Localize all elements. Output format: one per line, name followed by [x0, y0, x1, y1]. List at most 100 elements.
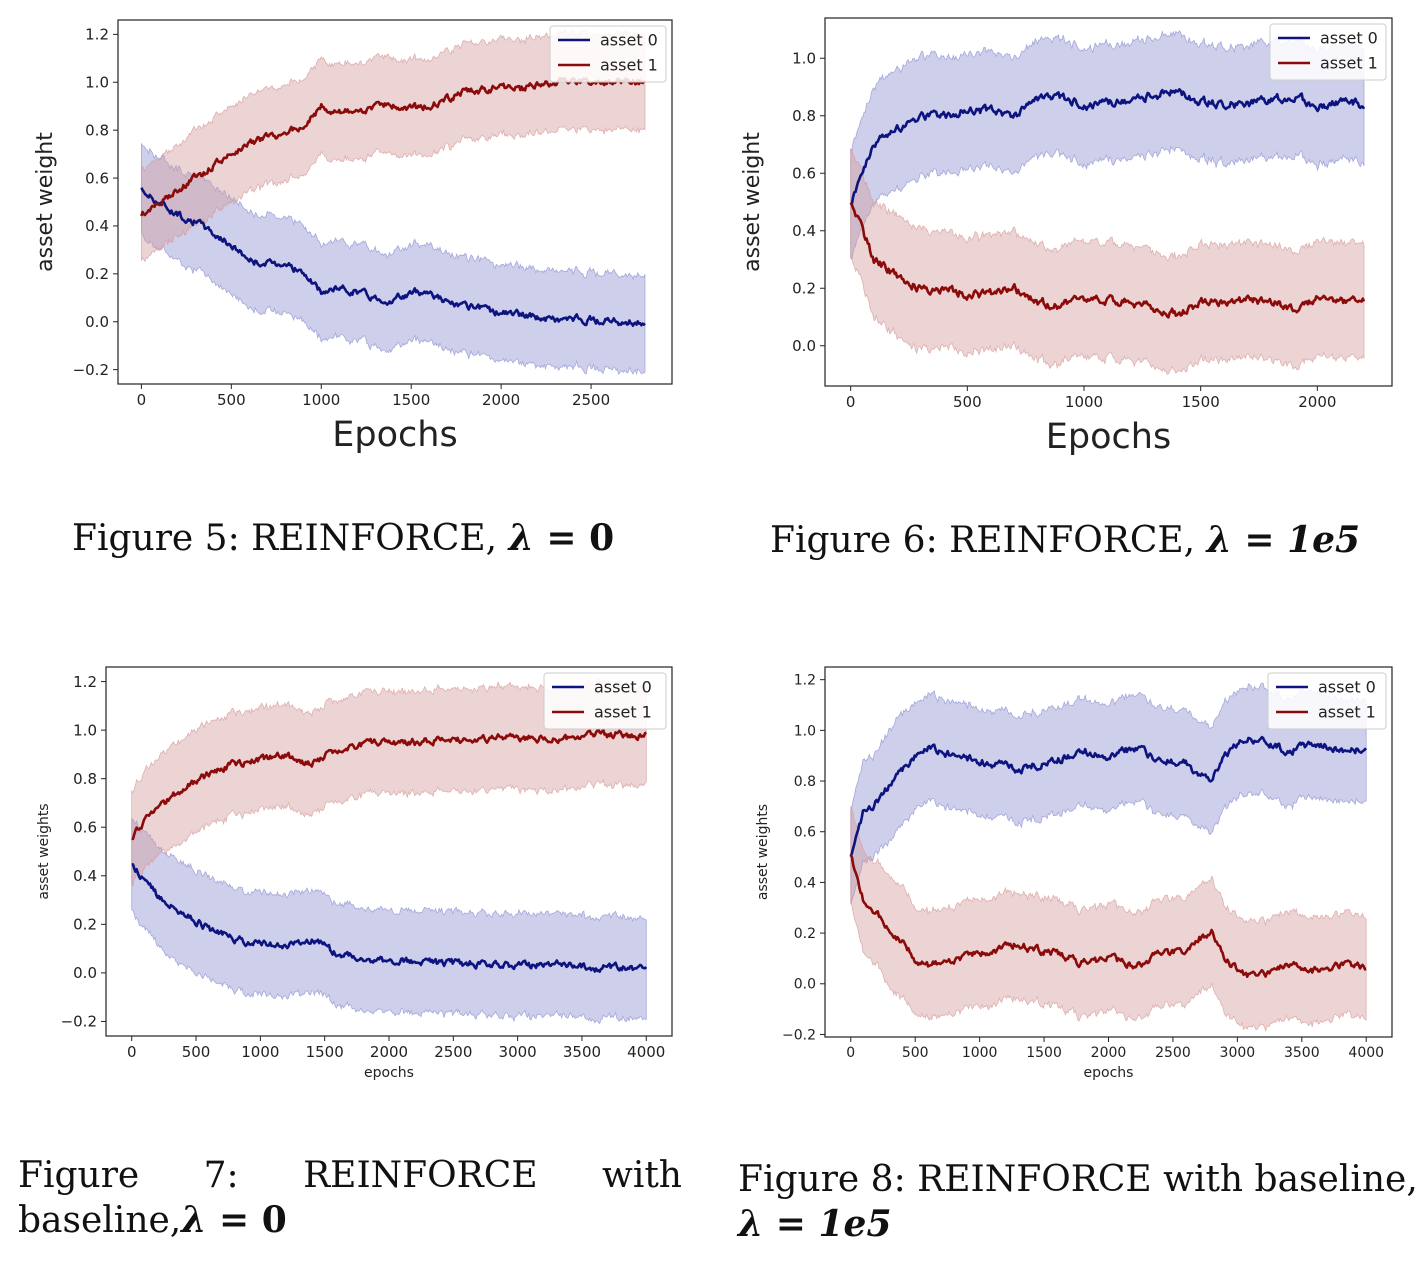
band-asset-0: [850, 682, 1367, 905]
figure-7-caption-word: REINFORCE: [303, 1155, 538, 1196]
y-tick-label: 0.4: [73, 867, 97, 885]
band-asset-1: [850, 806, 1367, 1033]
axes-frame: [117, 19, 673, 385]
x-axis-title: epochs: [1084, 1065, 1134, 1081]
y-tick-label: 0.8: [73, 770, 97, 788]
figure-6-caption-lambda: λ: [1206, 519, 1232, 561]
figure-5-caption-eq: =: [533, 517, 590, 559]
figure-8-chart: 0 500 1000 1500 2000 2500 3000 3500 4000 −0.2 0.0 0…: [755, 666, 1393, 1081]
figure-5-caption-value: 0: [589, 517, 615, 559]
y-axis-title: asset weights: [36, 803, 52, 899]
x-tick-label: 2000: [482, 391, 520, 409]
band-asset-1: [131, 678, 647, 888]
y-tick-label: 0.6: [85, 169, 109, 187]
y-tick-label: −0.2: [73, 361, 109, 379]
x-tick-label: 4000: [627, 1043, 665, 1061]
y-tick-label: 0.2: [85, 265, 109, 283]
x-tick-label: 3000: [1220, 1045, 1256, 1061]
legend-label-asset-0: asset 0: [1320, 29, 1378, 48]
y-tick-label: 0.6: [792, 165, 816, 183]
x-tick-label: 500: [182, 1043, 211, 1061]
figure-7-caption-line2: baseline,λ = 0: [18, 1198, 682, 1243]
x-tick-label: 1500: [306, 1043, 344, 1061]
x-tick-label: 2000: [1091, 1045, 1127, 1061]
y-tick-label: 1.2: [73, 673, 97, 691]
x-tick-label: 1000: [1065, 393, 1103, 411]
y-tick-label: 1.2: [794, 673, 816, 689]
figure-7-caption-word: with: [602, 1155, 682, 1196]
figure-6-panel: 0 500 1000 1500 2000 0.0 0.2 0.4 0.6 0.8 1.0 Epochs…: [720, 0, 1426, 470]
y-tick-label: 1.0: [85, 74, 109, 92]
figure-6-caption: Figure 6: REINFORCE, λ = 1e5: [770, 518, 1360, 563]
legend-label-asset-0: asset 0: [594, 678, 652, 697]
figure-8-caption-line2: λ = 1e5: [738, 1202, 1418, 1247]
legend-label-asset-1: asset 1: [1320, 54, 1378, 73]
x-axis-title: epochs: [364, 1065, 414, 1081]
x-tick-label: 2000: [1298, 393, 1336, 411]
x-tick-label: 1500: [1026, 1045, 1062, 1061]
x-tick-label: 1500: [1182, 393, 1220, 411]
figure-7-caption-line1: Figure 7: REINFORCE with: [18, 1154, 682, 1198]
figure-5-panel: 0 500 1000 1500 2000 2500 −0.2 0.0 0.2 0.4 0.6 0.8 1…: [0, 0, 700, 470]
y-tick-label: 0.2: [73, 916, 97, 934]
figure-6-caption-text: Figure 6: REINFORCE,: [770, 520, 1207, 561]
figure-5-chart: 0 500 1000 1500 2000 2500 −0.2 0.0 0.2 0.4 0.6 0.8 1…: [33, 19, 673, 455]
x-tick-label: 1000: [241, 1043, 279, 1061]
y-tick-label: 0.4: [792, 222, 816, 240]
x-tick-label: 0: [846, 1045, 855, 1061]
x-tick-label: 0: [846, 393, 856, 411]
y-tick-label: 0.2: [794, 926, 816, 942]
y-tick-label: 0.6: [73, 818, 97, 836]
x-tick-label: 0: [137, 391, 147, 409]
x-tick-label: 2500: [1155, 1045, 1191, 1061]
y-tick-label: 0.4: [794, 875, 816, 891]
x-tick-label: 2500: [434, 1043, 472, 1061]
x-tick-label: 4000: [1348, 1045, 1384, 1061]
figure-5-caption-text: Figure 5: REINFORCE,: [72, 518, 509, 559]
figure-7-caption-eq: =: [206, 1199, 262, 1241]
y-axis-title: asset weights: [755, 804, 771, 900]
x-tick-label: 1500: [392, 391, 430, 409]
figure-8-caption-line1: Figure 8: REINFORCE with baseline,: [738, 1159, 1418, 1200]
y-tick-label: 1.0: [792, 50, 816, 68]
series-line-asset-0: [849, 735, 1368, 857]
y-tick-label: 0.6: [794, 825, 816, 841]
figure-7-caption-word: Figure: [18, 1155, 140, 1196]
legend-label-asset-1: asset 1: [600, 56, 658, 75]
figure-7-caption: Figure 7: REINFORCE with baseline,λ = 0: [18, 1154, 682, 1243]
series-line-asset-1: [849, 854, 1367, 978]
figure-5-caption: Figure 5: REINFORCE, λ = 0: [72, 516, 614, 561]
x-tick-label: 0: [127, 1043, 137, 1061]
x-tick-label: 500: [217, 391, 246, 409]
band-asset-1: [850, 147, 1365, 375]
figure-6-caption-eq: =: [1231, 519, 1288, 561]
x-tick-label: 2500: [572, 391, 610, 409]
y-axis-title: asset weight: [740, 132, 765, 272]
x-axis-title: Epochs: [332, 415, 457, 455]
x-tick-label: 500: [953, 393, 982, 411]
figure-8-caption-value: 1e5: [818, 1203, 892, 1245]
x-axis-title: Epochs: [1046, 417, 1171, 457]
x-tick-label: 1000: [962, 1045, 998, 1061]
figure-7-chart: 0 500 1000 1500 2000 2500 3000 3500 4000 −0.2 0.0 0…: [36, 666, 673, 1081]
figure-8-caption: Figure 8: REINFORCE with baseline, λ = 1…: [738, 1158, 1418, 1247]
y-tick-label: 0.8: [794, 774, 816, 790]
y-tick-label: 0.2: [792, 280, 816, 298]
y-tick-label: 1.2: [85, 26, 109, 44]
x-tick-label: 1000: [302, 391, 340, 409]
y-tick-label: −0.2: [782, 1027, 816, 1043]
figure-8-caption-eq: =: [763, 1203, 819, 1245]
figure-7-panel: 0 500 1000 1500 2000 2500 3000 3500 4000 −0.2 0.0 0…: [0, 650, 700, 1100]
series-line-asset-0: [849, 88, 1366, 206]
legend-label-asset-0: asset 0: [1318, 678, 1376, 697]
y-tick-label: −0.2: [61, 1013, 97, 1031]
y-tick-label: 0.0: [85, 313, 109, 331]
series-line-asset-1: [131, 728, 647, 841]
band-asset-0: [131, 818, 647, 1025]
y-tick-label: 0.0: [794, 977, 816, 993]
x-tick-label: 3000: [499, 1043, 537, 1061]
y-tick-label: 0.0: [73, 964, 97, 982]
figure-7-caption-word: 7:: [203, 1155, 239, 1196]
legend-label-asset-1: asset 1: [1318, 703, 1376, 722]
y-tick-label: 0.0: [792, 337, 816, 355]
